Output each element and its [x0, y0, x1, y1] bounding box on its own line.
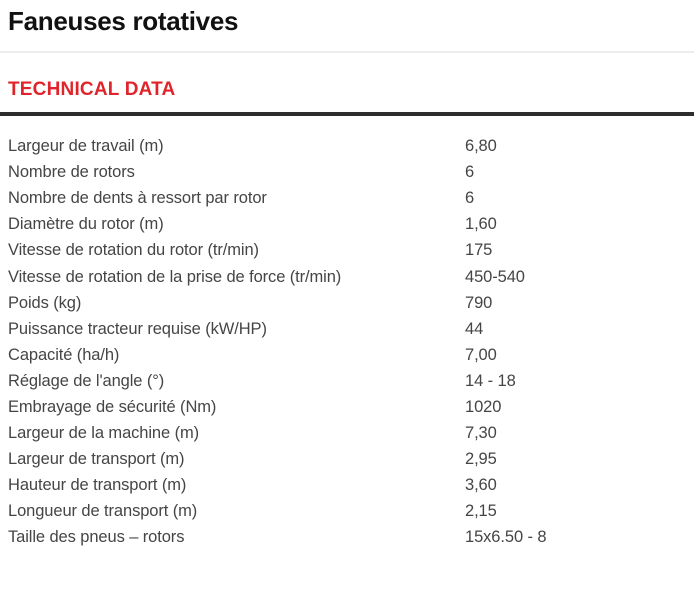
spec-value: 450-540: [465, 267, 525, 286]
spec-label: Poids (kg): [8, 293, 82, 312]
spec-label: Puissance tracteur requise (kW/HP): [8, 319, 267, 338]
spec-value: 7,30: [465, 424, 497, 443]
spec-value: 44: [465, 319, 484, 338]
page-title: Faneuses rotatives: [8, 6, 239, 36]
spec-label: Vitesse de rotation du rotor (tr/min): [8, 241, 259, 260]
spec-label: Réglage de l'angle (°): [8, 371, 165, 390]
spec-value: 6: [465, 163, 475, 182]
spec-label: Hauteur de transport (m): [8, 476, 187, 495]
table-row: Réglage de l'angle (°) 14 - 18: [8, 372, 686, 398]
spec-value: 7,00: [465, 345, 497, 364]
spec-label: Taille des pneus – rotors: [8, 528, 185, 547]
table-row: Embrayage de sécurité (Nm) 1020: [8, 398, 686, 424]
spec-value: 6,80: [465, 137, 497, 156]
table-row: Diamètre du rotor (m) 1,60: [8, 215, 686, 241]
spec-value: 14 - 18: [465, 371, 516, 390]
table-row: Largeur de travail (m) 6,80: [8, 137, 686, 163]
spec-value: 1,60: [465, 215, 497, 234]
spec-value: 1020: [465, 398, 502, 417]
spec-label: Largeur de la machine (m): [8, 424, 200, 443]
table-row: Nombre de dents à ressort par rotor 6: [8, 189, 686, 215]
table-row: Nombre de rotors 6: [8, 163, 686, 189]
table-row: Longueur de transport (m) 2,15: [8, 502, 686, 528]
spec-label: Vitesse de rotation de la prise de force…: [8, 267, 342, 286]
spec-label: Longueur de transport (m): [8, 502, 198, 521]
spec-label: Nombre de dents à ressort par rotor: [8, 189, 267, 208]
table-row: Puissance tracteur requise (kW/HP) 44: [8, 320, 686, 346]
spec-label: Largeur de transport (m): [8, 450, 185, 469]
spec-value: 3,60: [465, 476, 497, 495]
spec-label: Nombre de rotors: [8, 163, 135, 182]
table-row: Vitesse de rotation du rotor (tr/min) 17…: [8, 241, 686, 267]
spec-value: 2,15: [465, 502, 497, 521]
spec-value: 2,95: [465, 450, 497, 469]
table-row: Largeur de transport (m) 2,95: [8, 450, 686, 476]
spec-value: 6: [465, 189, 475, 208]
divider-light: [0, 51, 694, 54]
table-row: Largeur de la machine (m) 7,30: [8, 424, 686, 450]
spec-label: Capacité (ha/h): [8, 345, 120, 364]
table-row: Poids (kg) 790: [8, 294, 686, 320]
table-row: Taille des pneus – rotors 15x6.50 - 8: [8, 528, 686, 554]
spec-value: 15x6.50 - 8: [465, 528, 547, 547]
spec-label: Embrayage de sécurité (Nm): [8, 398, 217, 417]
spec-label: Largeur de travail (m): [8, 137, 164, 156]
spec-value: 790: [465, 293, 493, 312]
table-row: Capacité (ha/h) 7,00: [8, 346, 686, 372]
table-row: Vitesse de rotation de la prise de force…: [8, 268, 686, 294]
section-heading-technical-data: TECHNICAL DATA: [8, 79, 176, 101]
spec-label: Diamètre du rotor (m): [8, 215, 164, 234]
spec-value: 175: [465, 241, 493, 260]
table-row: Hauteur de transport (m) 3,60: [8, 476, 686, 502]
spec-table: Largeur de travail (m) 6,80 Nombre de ro…: [0, 137, 694, 555]
divider-dark: [0, 112, 694, 117]
